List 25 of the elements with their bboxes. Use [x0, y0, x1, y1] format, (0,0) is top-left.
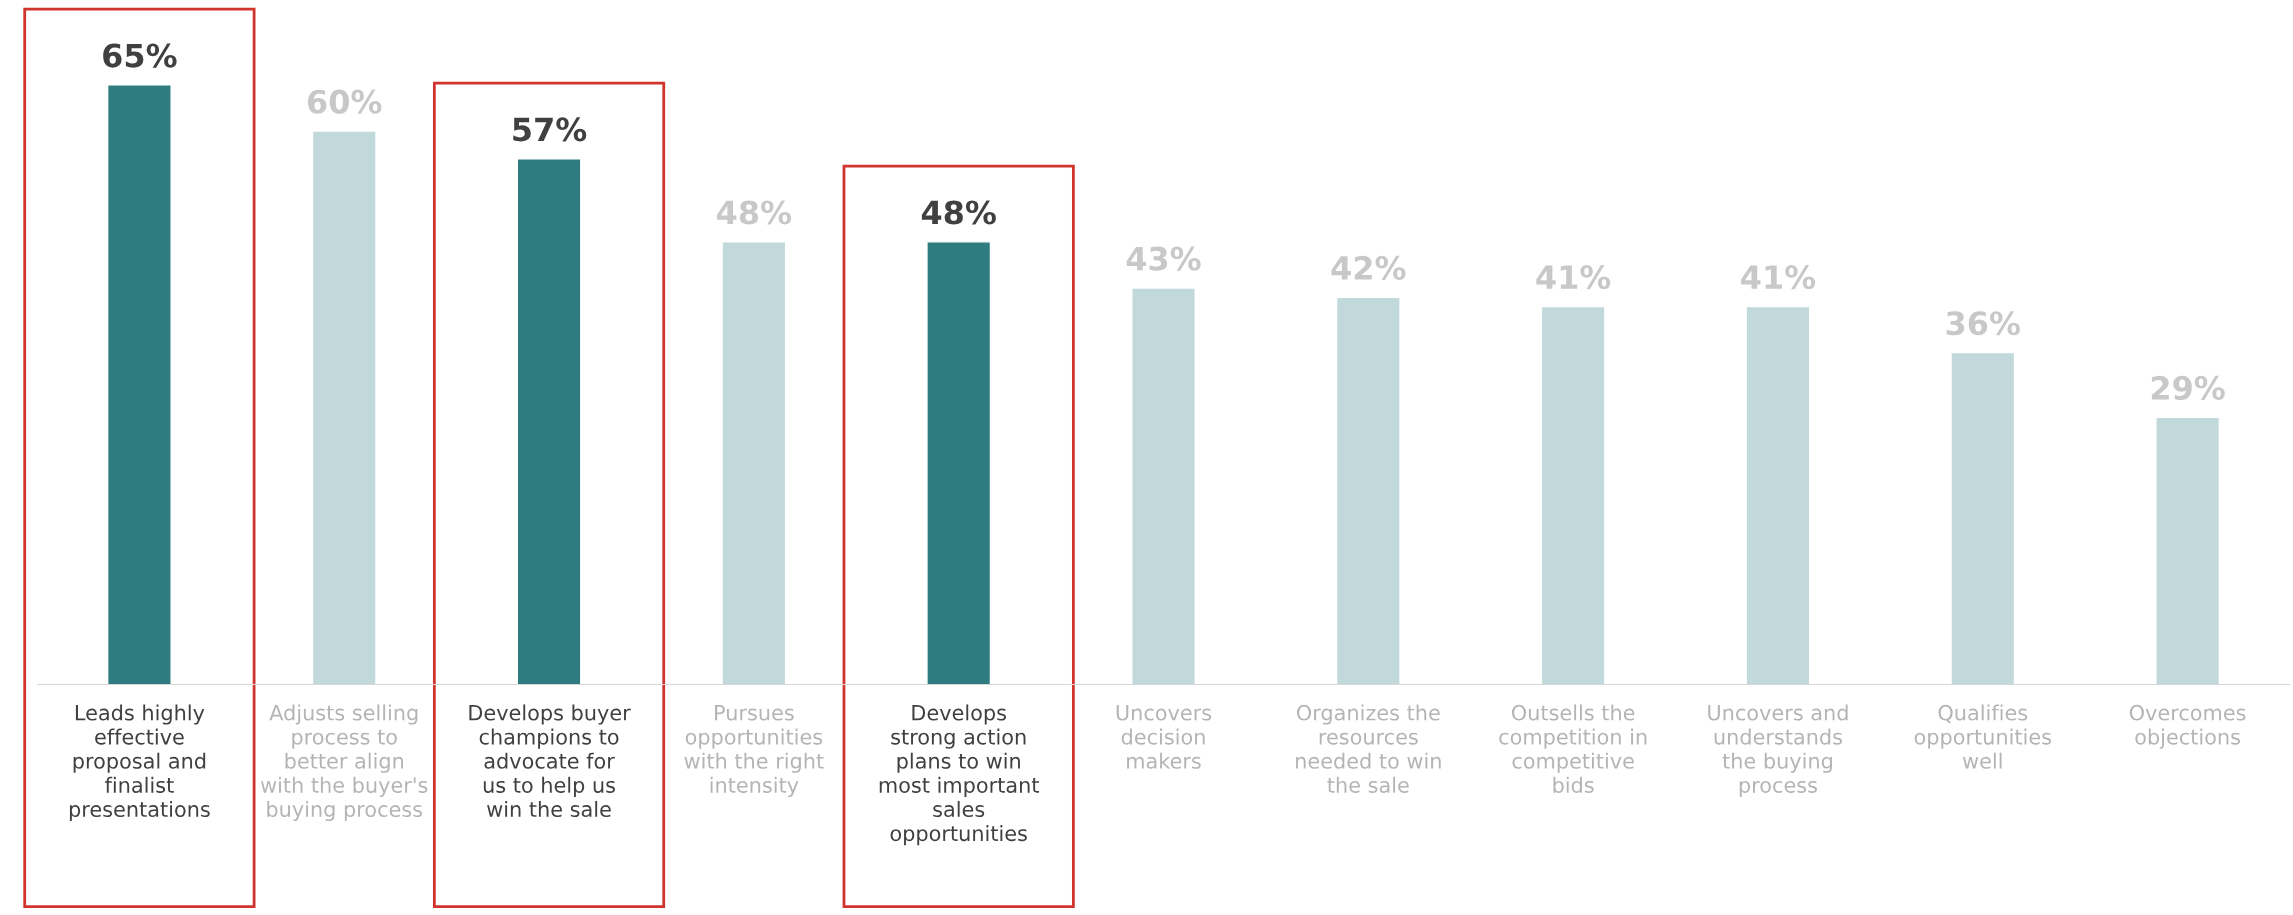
x-tick-label: Adjusts selling process to better align with the buyer's buying process: [260, 704, 428, 822]
bar: [1131, 287, 1196, 685]
x-tick-label: Develops strong action plans to win most important sales opportunities: [879, 704, 1039, 846]
x-tick-label: Uncovers decision makers: [1116, 705, 1212, 769]
bar: [311, 130, 377, 685]
data-label: 48%: [921, 200, 996, 225]
x-tick-label: Qualifies opportunities well: [1914, 704, 2052, 769]
bar: [2155, 416, 2221, 685]
x-tick-label: Develops buyer champions to advocate for us to help us win the sale: [469, 704, 631, 818]
bar: [1745, 305, 1811, 685]
x-tick-label: Pursues opportunities with the right intensity: [684, 705, 824, 797]
x-tick-label: Leads highly effective proposal and finalist presentations: [69, 704, 210, 822]
data-label: 57%: [513, 117, 587, 142]
x-tick-label: Outsells the competition in competitive bids: [1499, 704, 1647, 793]
bar: [1335, 296, 1401, 685]
bar: [1540, 305, 1606, 685]
bar: [721, 241, 787, 685]
bar: [106, 84, 172, 685]
x-tick-label: Overcomes objections: [2129, 704, 2246, 749]
data-label: 65%: [103, 43, 177, 68]
bar: [516, 158, 582, 685]
bar: [1950, 351, 2016, 685]
x-tick-label: Organizes the resources needed to win the sale: [1296, 704, 1441, 793]
bar: [926, 241, 992, 685]
x-tick-label: Uncovers and understands the buying process: [1708, 704, 1848, 797]
